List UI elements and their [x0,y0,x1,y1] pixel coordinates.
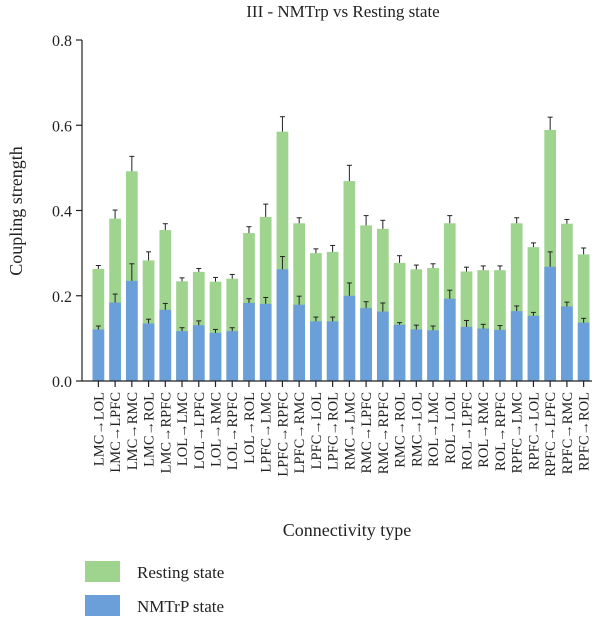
x-tick-label: LPFC→RMC [292,392,308,473]
x-tick-label: LMC→ROL [142,392,158,467]
bar-resting [510,223,523,381]
bar-nmtrp [159,309,172,381]
bar-nmtrp [293,304,306,381]
x-tick-label: ROL→LMC [426,392,442,467]
x-tick-label: RMC→RPFC [376,392,392,474]
bar-resting [577,254,590,381]
bar-nmtrp [410,329,423,381]
x-tick-label: RMC→LPFC [359,392,375,473]
legend-swatch-resting [85,561,120,582]
legend-label-nmtrp: NMTrP state [137,597,224,616]
x-tick-label: LOL→RPFC [225,392,241,470]
x-tick-label: ROL→RPFC [493,392,509,471]
bar-nmtrp [326,321,339,381]
bar-nmtrp [109,302,121,381]
bar-nmtrp [343,295,356,381]
bar-nmtrp [577,322,590,381]
x-tick-label: LOL→RMC [209,392,225,467]
x-tick-label: RPFC→RMC [560,392,576,474]
bar-nmtrp [276,269,289,381]
bar-nmtrp [443,298,456,381]
x-tick-label: ROL→LOL [443,392,459,464]
y-tick-label: 0.0 [52,374,72,391]
bar-nmtrp [544,266,557,381]
y-tick-label: 0.8 [52,33,72,50]
x-tick-label: LOL→LMC [175,392,191,466]
bar-nmtrp [142,323,155,381]
y-tick-label: 0.2 [52,289,72,306]
bar-nmtrp [360,308,372,381]
bar-nmtrp [494,329,506,381]
bar-resting [343,181,356,381]
legend: Resting state NMTrP state [85,561,224,616]
bar-nmtrp [243,302,255,381]
x-tick-label: RPFC→LPFC [543,392,559,477]
x-tick-label: LPFC→RPFC [275,392,291,477]
bar-nmtrp [561,306,573,381]
x-tick-label: LPFC→LOL [309,392,325,469]
bar-nmtrp [209,332,222,381]
x-tick-label: RMC→LOL [409,392,425,467]
bar-nmtrp [92,329,105,381]
y-tick-label: 0.6 [52,118,72,135]
x-tick-label: LPFC→LMC [259,392,275,473]
x-tick-label: LPFC→ROL [326,392,342,470]
y-axis-label: Coupling strength [6,146,26,276]
bar-resting [92,268,105,381]
chart-title: III - NMTrp vs Resting state [246,2,439,21]
bar-nmtrp [510,311,523,381]
bar-nmtrp [427,330,439,381]
bar-nmtrp [125,280,138,381]
x-tick-label: LMC→RMC [125,392,141,470]
x-axis-label: Connectivity type [283,520,411,540]
legend-swatch-nmtrp [85,595,120,616]
x-tick-label: RMC→ROL [393,392,409,468]
bar-nmtrp [259,303,272,381]
y-tick-label: 0.4 [52,204,72,221]
bar-resting [393,262,406,381]
legend-label-resting: Resting state [137,563,224,582]
x-tick-label: RPFC→LMC [510,392,526,473]
x-tick-label: RPFC→ROL [577,392,593,471]
x-tick-label: LOL→LPFC [192,392,208,469]
x-tick-label: ROL→LPFC [460,392,476,470]
bar-nmtrp [226,331,239,381]
x-tick-label: ROL→RMC [476,392,492,468]
bar-nmtrp [310,321,322,381]
bar-resting [326,251,339,381]
x-tick-label: LMC→RPFC [158,392,174,473]
x-tick-label: LMC→LOL [91,392,107,466]
bar-nmtrp [376,311,389,381]
bar-nmtrp [192,325,205,381]
bar-nmtrp [477,328,490,381]
x-tick-label: RMC→LMC [342,392,358,470]
bar-nmtrp [176,331,188,381]
x-tick-label: LOL→ROL [242,392,258,464]
bar-nmtrp [460,326,473,381]
bar-nmtrp [527,315,540,381]
bar-resting [427,268,439,381]
x-tick-label: LMC→LPFC [108,392,124,473]
x-tick-label: RPFC→LOL [526,392,542,470]
bar-nmtrp [393,324,406,381]
